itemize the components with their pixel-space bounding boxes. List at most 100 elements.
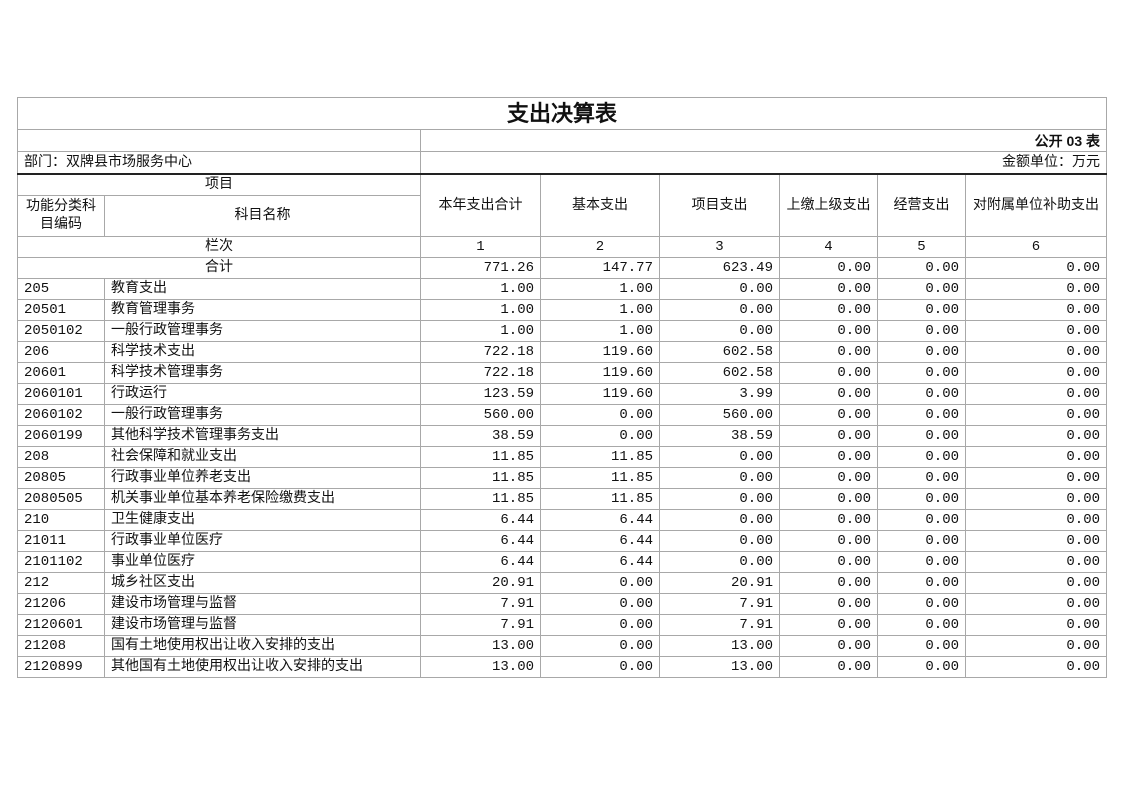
amount-cell: 13.00	[420, 635, 541, 657]
amount-cell: 0.00	[540, 614, 660, 636]
amount-cell: 0.00	[877, 341, 966, 363]
amount-cell: 0.00	[540, 593, 660, 615]
amount-cell: 0.00	[659, 530, 780, 552]
amount-cell: 6.44	[540, 530, 660, 552]
subject-code: 206	[17, 341, 105, 363]
subject-code: 21011	[17, 530, 105, 552]
table-row: 2050102 一般行政管理事务 1.00 1.00 0.00 0.00 0.00 0.00	[17, 320, 1108, 342]
amount-cell: 11.85	[420, 488, 541, 510]
amount-cell: 722.18	[420, 362, 541, 384]
total-value: 623.49	[659, 257, 780, 279]
expenditure-final-accounts-table: 支出决算表 公开 03 表 部门：双牌县市场服务中心 金额单位：万元 项目 本年支…	[16, 97, 1108, 678]
amount-cell: 0.00	[877, 530, 966, 552]
subject-name: 教育管理事务	[104, 299, 421, 321]
subject-code: 205	[17, 278, 105, 300]
amount-cell: 38.59	[420, 425, 541, 447]
amount-cell: 0.00	[779, 278, 878, 300]
amount-cell: 0.00	[877, 446, 966, 468]
header-name: 科目名称	[104, 195, 421, 237]
amount-cell: 0.00	[964, 509, 1108, 531]
amount-cell: 1.00	[420, 299, 541, 321]
subject-name: 其他科学技术管理事务支出	[104, 425, 421, 447]
amount-cell: 0.00	[659, 299, 780, 321]
subject-code: 2060199	[17, 425, 105, 447]
table-row: 208 社会保障和就业支出 11.85 11.85 0.00 0.00 0.00 0.00	[17, 446, 1108, 468]
amount-cell: 0.00	[540, 635, 660, 657]
amount-cell: 0.00	[540, 656, 660, 678]
subject-name: 建设市场管理与监督	[104, 593, 421, 615]
subject-name: 行政事业单位医疗	[104, 530, 421, 552]
amount-cell: 11.85	[540, 467, 660, 489]
amount-cell: 0.00	[877, 383, 966, 405]
subject-name: 城乡社区支出	[104, 572, 421, 594]
amount-cell: 0.00	[964, 320, 1108, 342]
amount-cell: 0.00	[964, 467, 1108, 489]
row-index-label: 栏次	[17, 236, 421, 258]
header-col-2: 基本支出	[540, 173, 660, 237]
amount-cell: 0.00	[877, 425, 966, 447]
table-row: 21208 国有土地使用权出让收入安排的支出 13.00 0.00 13.00 0.00 0…	[17, 635, 1108, 657]
subject-code: 2101102	[17, 551, 105, 573]
amount-cell: 6.44	[540, 509, 660, 531]
amount-cell: 0.00	[659, 446, 780, 468]
subject-code: 208	[17, 446, 105, 468]
subject-code: 20501	[17, 299, 105, 321]
table-row: 20501 教育管理事务 1.00 1.00 0.00 0.00 0.00 0.00	[17, 299, 1108, 321]
amount-cell: 11.85	[420, 446, 541, 468]
amount-cell: 0.00	[779, 488, 878, 510]
amount-cell: 0.00	[964, 299, 1108, 321]
table-row: 206 科学技术支出 722.18 119.60 602.58 0.00 0.00 0.00	[17, 341, 1108, 363]
amount-cell: 20.91	[659, 572, 780, 594]
amount-cell: 0.00	[877, 278, 966, 300]
page-title: 支出决算表	[16, 97, 1108, 130]
amount-cell: 0.00	[964, 404, 1108, 426]
amount-cell: 11.85	[540, 488, 660, 510]
amount-cell: 0.00	[877, 593, 966, 615]
row-index: 6	[964, 236, 1108, 258]
subject-name: 机关事业单位基本养老保险缴费支出	[104, 488, 421, 510]
amount-cell: 0.00	[779, 362, 878, 384]
amount-cell: 0.00	[659, 509, 780, 531]
amount-cell: 0.00	[964, 488, 1108, 510]
amount-cell: 0.00	[877, 614, 966, 636]
table-row: 2060101 行政运行 123.59 119.60 3.99 0.00 0.00 0.00	[17, 383, 1108, 405]
amount-cell: 0.00	[779, 320, 878, 342]
amount-cell: 0.00	[964, 656, 1108, 678]
amount-cell: 0.00	[779, 635, 878, 657]
amount-cell: 0.00	[877, 551, 966, 573]
amount-cell: 6.44	[540, 551, 660, 573]
amount-cell: 1.00	[540, 299, 660, 321]
total-value: 0.00	[877, 257, 966, 279]
header-item: 项目	[17, 173, 421, 196]
amount-cell: 0.00	[964, 446, 1108, 468]
amount-cell: 722.18	[420, 341, 541, 363]
amount-cell: 0.00	[964, 383, 1108, 405]
amount-cell: 7.91	[420, 614, 541, 636]
subject-name: 教育支出	[104, 278, 421, 300]
total-value: 771.26	[420, 257, 541, 279]
amount-cell: 0.00	[779, 467, 878, 489]
amount-cell: 0.00	[877, 509, 966, 531]
subject-code: 20601	[17, 362, 105, 384]
amount-cell: 0.00	[779, 425, 878, 447]
subject-name: 建设市场管理与监督	[104, 614, 421, 636]
table-row: 210 卫生健康支出 6.44 6.44 0.00 0.00 0.00 0.00	[17, 509, 1108, 531]
subject-name: 社会保障和就业支出	[104, 446, 421, 468]
amount-cell: 0.00	[779, 509, 878, 531]
header-code: 功能分类科目编码	[17, 195, 105, 237]
amount-cell: 0.00	[964, 278, 1108, 300]
amount-cell: 0.00	[964, 362, 1108, 384]
table-row: 2060102 一般行政管理事务 560.00 0.00 560.00 0.00 0.00 0…	[17, 404, 1108, 426]
total-label: 合计	[17, 257, 421, 279]
amount-cell: 1.00	[420, 278, 541, 300]
amount-cell: 0.00	[964, 635, 1108, 657]
amount-cell: 0.00	[779, 404, 878, 426]
amount-cell: 560.00	[420, 404, 541, 426]
table-row: 212 城乡社区支出 20.91 0.00 20.91 0.00 0.00 0.00	[17, 572, 1108, 594]
amount-cell: 0.00	[779, 551, 878, 573]
subject-name: 科学技术支出	[104, 341, 421, 363]
subject-name: 行政事业单位养老支出	[104, 467, 421, 489]
amount-cell: 119.60	[540, 383, 660, 405]
amount-cell: 0.00	[779, 341, 878, 363]
amount-cell: 560.00	[659, 404, 780, 426]
